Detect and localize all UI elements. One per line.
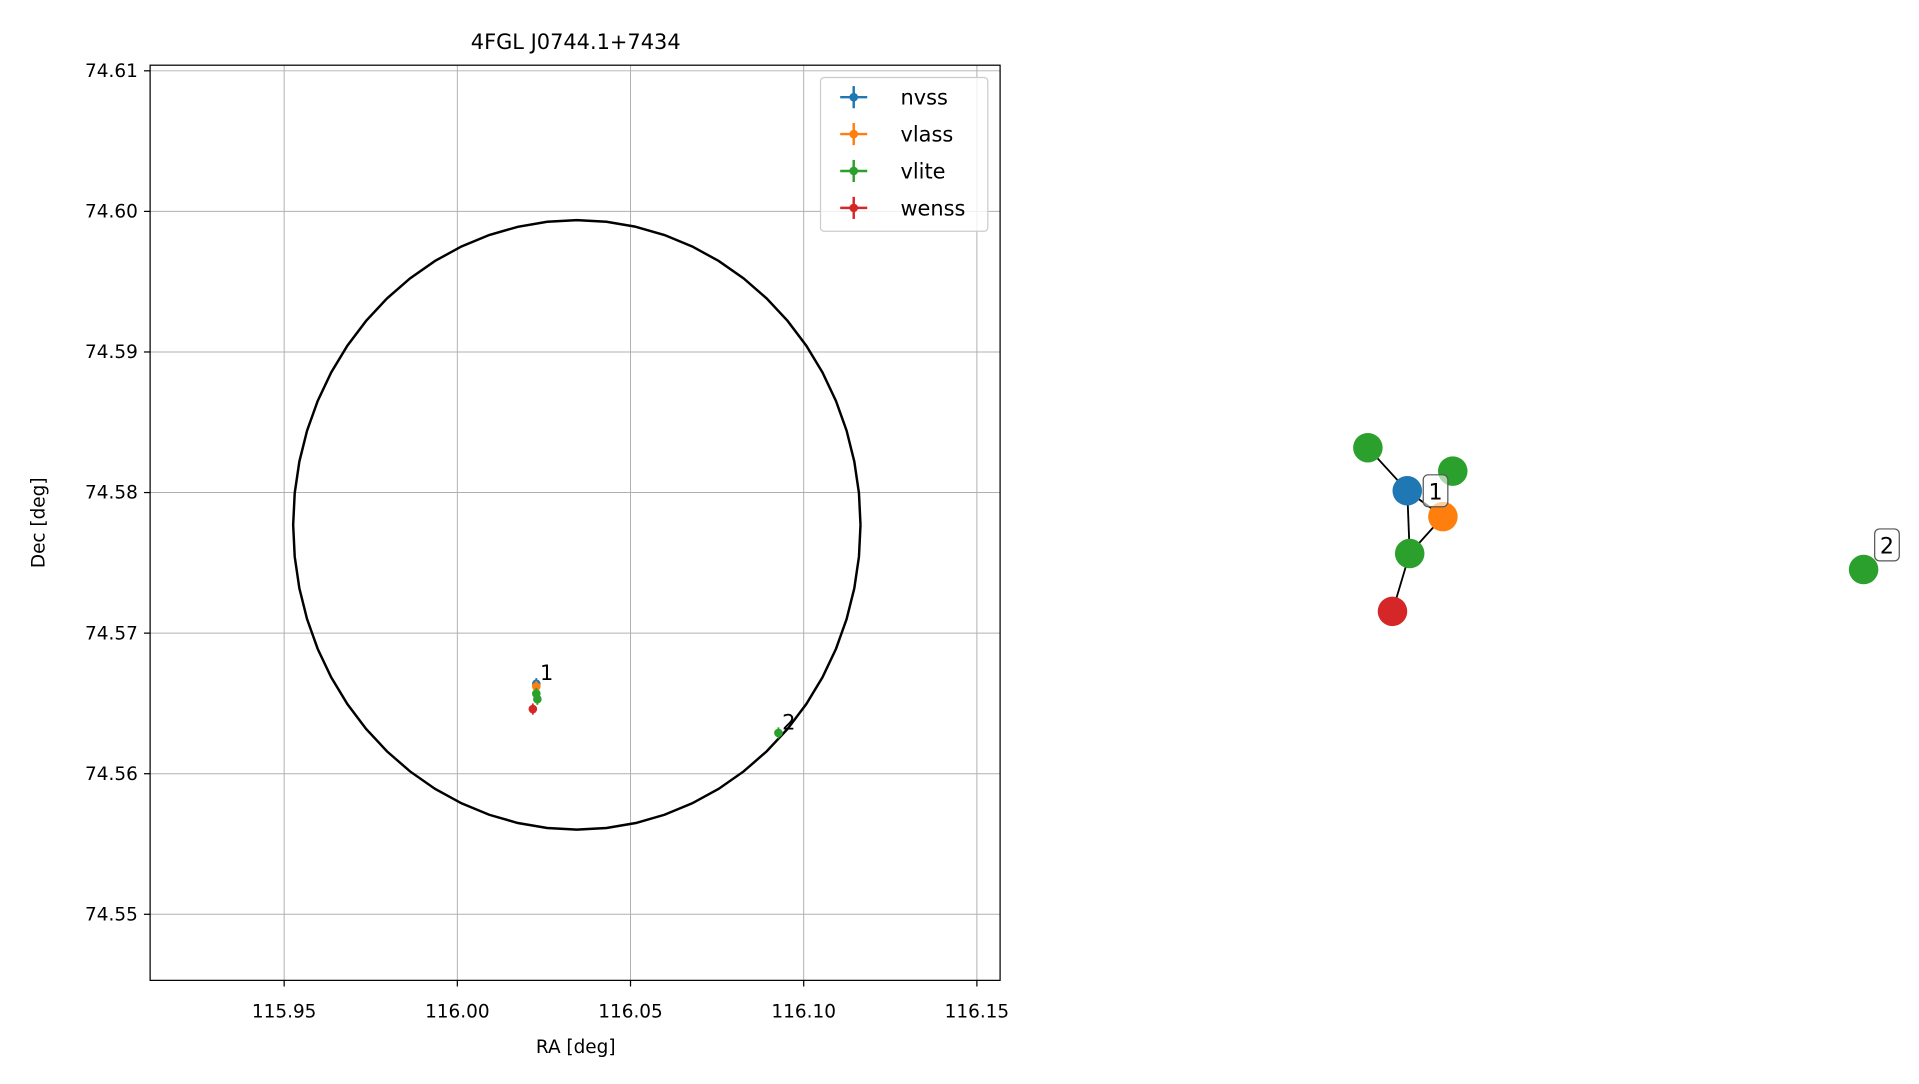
graph-node	[1377, 596, 1408, 627]
node-label-box	[1422, 474, 1449, 508]
y-tick-label: 74.60	[85, 202, 138, 223]
graph-node	[1848, 554, 1879, 585]
y-tick-label: 74.58	[85, 483, 138, 504]
legend-marker	[849, 92, 859, 102]
y-axis-label: Dec [deg]	[28, 477, 49, 568]
legend-marker	[849, 166, 859, 176]
legend-label: vlass	[900, 122, 953, 146]
x-tick-label: 116.10	[771, 1001, 836, 1022]
graph-node	[1394, 538, 1425, 569]
x-axis-label: RA [deg]	[536, 1037, 616, 1058]
graph-node	[1428, 501, 1458, 532]
point	[533, 694, 542, 704]
y-tick-label: 74.55	[85, 904, 138, 925]
legend-marker	[849, 203, 859, 213]
legend-marker	[849, 129, 859, 139]
node-label-box	[1874, 528, 1900, 562]
error-ellipse	[291, 218, 862, 831]
legend-box	[819, 76, 989, 232]
x-tick-label: 116.05	[598, 1001, 663, 1022]
y-tick-label: 74.57	[85, 623, 138, 644]
y-tick-label: 74.59	[85, 342, 138, 363]
point	[532, 682, 541, 691]
annotation: 2	[782, 710, 795, 734]
node-label: 1	[1428, 479, 1442, 505]
legend-label: wenss	[900, 196, 965, 220]
chart-title: 4FGL J0744.1+7434	[471, 30, 681, 54]
point	[774, 728, 783, 738]
x-tick-label: 116.15	[945, 1001, 1010, 1022]
x-tick-label: 116.00	[425, 1001, 490, 1022]
annotation: 1	[540, 661, 553, 685]
legend-label: vlite	[900, 159, 945, 183]
graph-node	[1353, 432, 1383, 463]
x-tick-label: 115.95	[252, 1001, 317, 1022]
point	[528, 704, 538, 714]
y-tick-label: 74.61	[85, 61, 138, 82]
legend-label: nvss	[900, 86, 947, 110]
axes-frame	[149, 64, 1001, 981]
graph-node	[1392, 476, 1423, 506]
y-tick-label: 74.56	[85, 764, 138, 785]
node-label: 2	[1880, 534, 1894, 560]
